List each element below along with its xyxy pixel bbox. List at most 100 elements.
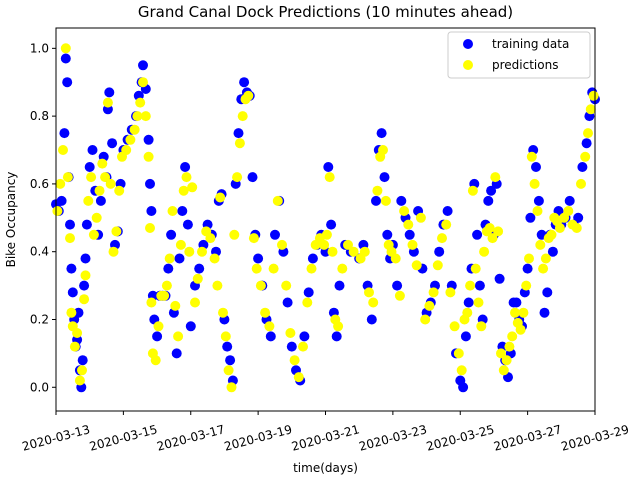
data-point [525,212,536,223]
data-point [366,314,377,325]
data-point [474,280,485,291]
data-point [371,195,381,206]
data-point [379,172,390,183]
data-point [411,260,422,271]
data-point [114,185,125,196]
data-point [192,273,203,284]
data-point [392,280,403,291]
data-point [462,307,473,318]
data-point [327,246,338,257]
data-point [102,97,113,108]
x-axis-label: time(days) [293,461,358,475]
data-point [532,206,543,216]
data-point [212,280,223,291]
data-point [79,280,90,291]
data-point [138,60,148,71]
legend: training data predictions [447,31,591,79]
data-point [218,307,228,318]
data-point [531,162,541,172]
data-point [465,280,476,291]
data-point [146,206,157,216]
y-axis-ticks: 0.0 0.2 0.4 0.6 0.8 1.0 [30,41,56,394]
data-point [424,300,435,311]
data-point [243,90,254,101]
data-point [554,223,565,233]
data-point [60,43,71,54]
data-point [185,321,196,332]
points-layer [51,43,600,393]
data-point [87,145,98,155]
data-point [504,341,515,352]
data-point [394,290,405,301]
data-point [150,355,161,366]
data-point [105,178,116,189]
data-point [233,128,244,139]
data-point [69,341,80,352]
data-point [319,239,330,250]
legend-marker-predictions [463,60,473,70]
data-point [453,348,464,359]
data-point [167,206,178,216]
data-point [399,206,410,216]
data-point [293,372,304,383]
data-point [190,297,200,308]
data-point [153,321,164,332]
data-point [580,151,591,162]
data-point [577,162,588,172]
data-point [487,233,498,244]
data-point [232,172,243,183]
data-point [164,253,175,264]
data-point [237,111,248,122]
data-point [428,287,439,298]
data-point [507,331,518,342]
data-point [215,192,226,203]
data-point [84,162,95,172]
data-point [145,223,155,233]
data-point [324,172,335,183]
data-point [72,328,83,338]
data-point [526,151,537,162]
data-point [152,331,163,342]
data-point [264,321,275,332]
legend-frame [447,31,591,79]
data-point [460,331,471,342]
data-point [521,280,532,291]
data-point [209,253,220,264]
data-point [251,263,262,274]
data-point [535,239,546,250]
data-point [138,77,148,88]
data-point [73,307,84,318]
data-point [473,297,484,308]
data-point [182,219,193,230]
data-point [173,331,184,342]
data-point [194,263,205,274]
data-point [359,246,370,257]
data-point [62,77,73,88]
data-point [272,195,283,206]
data-point [302,297,313,308]
data-point [81,219,92,230]
data-point [326,219,337,230]
data-point [65,233,75,244]
data-point [268,263,279,274]
data-point [184,246,195,257]
data-point [583,128,593,139]
data-point [178,185,189,196]
data-point [337,263,348,274]
data-point [187,182,198,193]
data-point [140,111,151,122]
data-point [434,246,445,257]
data-point [376,128,387,139]
data-point [501,355,512,366]
data-point [95,195,106,206]
data-point [260,307,271,318]
y-tick-label: 1.0 [30,41,49,55]
data-point [74,375,85,386]
data-point [163,263,174,274]
data-point [546,229,557,240]
data-point [175,239,186,250]
chart-title: Grand Canal Dock Predictions (10 minutes… [138,3,513,21]
data-point [270,229,280,240]
data-point [407,239,418,250]
data-point [88,229,99,240]
